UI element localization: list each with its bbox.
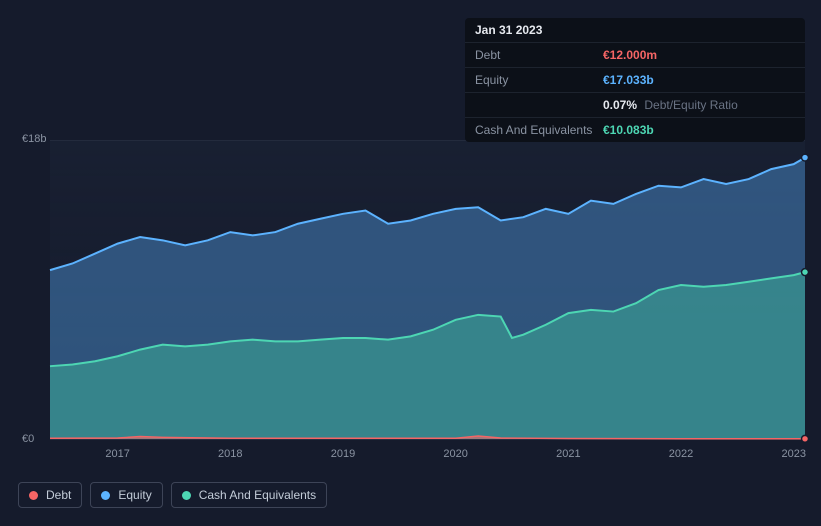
x-tick-label: 2022: [669, 448, 693, 460]
end-marker-equity: [802, 154, 809, 161]
legend-label-debt: Debt: [46, 488, 71, 502]
tooltip-equity-value: €17.033b: [603, 73, 654, 87]
tooltip-date: Jan 31 2023: [475, 23, 542, 37]
tooltip-ratio-pct: 0.07%: [603, 98, 637, 112]
x-tick-label: 2023: [781, 448, 805, 460]
legend-dot-cash: [182, 491, 191, 500]
chart-svg: [50, 141, 805, 439]
legend-item-cash[interactable]: Cash And Equivalents: [171, 482, 327, 508]
end-marker-cash: [802, 269, 809, 276]
legend: Debt Equity Cash And Equivalents: [18, 482, 327, 508]
tooltip-cash-label: Cash And Equivalents: [475, 123, 603, 137]
x-tick-label: 2021: [556, 448, 580, 460]
chart-plot[interactable]: [50, 140, 805, 440]
legend-dot-equity: [101, 491, 110, 500]
x-tick-label: 2019: [331, 448, 355, 460]
legend-dot-debt: [29, 491, 38, 500]
tooltip-debt-label: Debt: [475, 48, 603, 62]
x-tick-label: 2017: [105, 448, 129, 460]
legend-label-cash: Cash And Equivalents: [199, 488, 316, 502]
legend-item-debt[interactable]: Debt: [18, 482, 82, 508]
legend-label-equity: Equity: [118, 488, 151, 502]
tooltip-cash-value: €10.083b: [603, 123, 654, 137]
y-tick-label: €0: [22, 433, 34, 445]
tooltip-equity-label: Equity: [475, 73, 603, 87]
tooltip-panel: Jan 31 2023 Debt €12.000m Equity €17.033…: [465, 18, 805, 142]
tooltip-date-row: Jan 31 2023: [465, 18, 805, 43]
tooltip-ratio-spacer: [475, 98, 603, 112]
tooltip-ratio-row: 0.07% Debt/Equity Ratio: [465, 93, 805, 118]
tooltip-debt-row: Debt €12.000m: [465, 43, 805, 68]
tooltip-debt-value: €12.000m: [603, 48, 657, 62]
tooltip-equity-row: Equity €17.033b: [465, 68, 805, 93]
tooltip-cash-row: Cash And Equivalents €10.083b: [465, 118, 805, 142]
x-tick-label: 2018: [218, 448, 242, 460]
end-marker-debt: [802, 435, 809, 442]
legend-item-equity[interactable]: Equity: [90, 482, 162, 508]
tooltip-ratio-label: Debt/Equity Ratio: [644, 98, 737, 112]
x-tick-label: 2020: [443, 448, 467, 460]
y-tick-label: €18b: [22, 133, 46, 145]
